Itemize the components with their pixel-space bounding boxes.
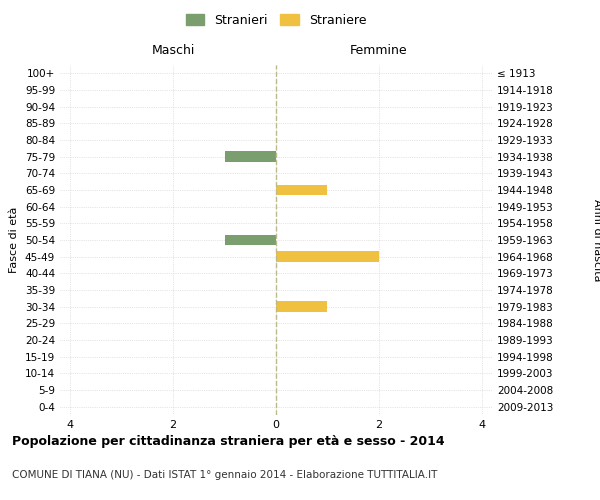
Text: Maschi: Maschi [151, 44, 195, 57]
Text: COMUNE DI TIANA (NU) - Dati ISTAT 1° gennaio 2014 - Elaborazione TUTTITALIA.IT: COMUNE DI TIANA (NU) - Dati ISTAT 1° gen… [12, 470, 437, 480]
Bar [224, 234, 276, 246]
Y-axis label: Fasce di età: Fasce di età [10, 207, 19, 273]
Legend: Stranieri, Straniere: Stranieri, Straniere [181, 8, 371, 32]
Y-axis label: Anni di nascita: Anni di nascita [593, 198, 600, 281]
Bar [276, 184, 328, 196]
Bar [276, 301, 328, 312]
Text: Popolazione per cittadinanza straniera per età e sesso - 2014: Popolazione per cittadinanza straniera p… [12, 435, 445, 448]
Text: Femmine: Femmine [350, 44, 407, 57]
Bar [276, 251, 379, 262]
Bar [224, 151, 276, 162]
